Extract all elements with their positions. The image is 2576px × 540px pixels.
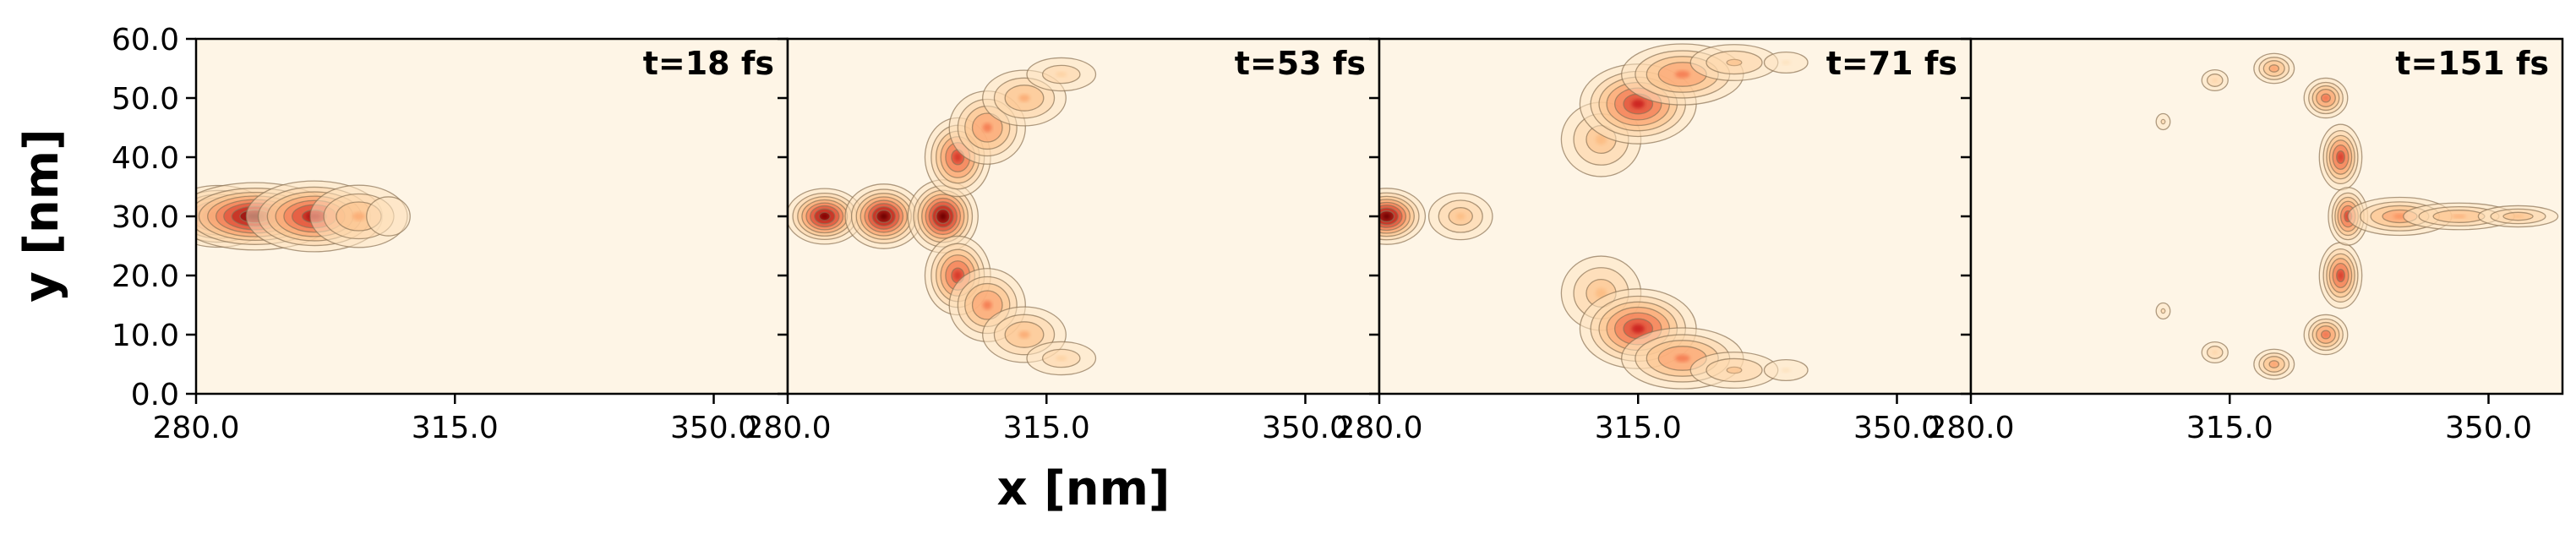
intensity-field — [1379, 43, 1809, 390]
intensity-field — [788, 57, 1097, 376]
contour-core — [1631, 99, 1645, 109]
y-tick-label: 50.0 — [112, 82, 179, 117]
contour-core — [1727, 59, 1741, 66]
panel-2: t=53 fs 280.0 315.0 350.0 — [744, 37, 1381, 445]
intensity-blob — [2155, 112, 2171, 131]
contour-core — [1056, 71, 1067, 78]
y-tick-label: 30.0 — [112, 200, 179, 235]
panel-time-label: t=151 fs — [2395, 45, 2549, 82]
x-tick-label: 350.0 — [2445, 411, 2532, 445]
x-tick-label: 315.0 — [1595, 411, 1682, 445]
contour-core — [2213, 351, 2218, 354]
panel-1: t=18 fs 280.0 315.0 350.0 — [152, 37, 789, 445]
y-tick-label: 20.0 — [112, 259, 179, 294]
intensity-blob — [2253, 52, 2295, 85]
x-tick-label: 350.0 — [1262, 411, 1349, 445]
contour-core — [1727, 367, 1741, 374]
contour-core — [2271, 362, 2277, 367]
x-axis-label: x [nm] — [996, 461, 1170, 516]
x-tick-label: 315.0 — [412, 411, 499, 445]
intensity-blob — [2201, 341, 2229, 364]
panel-time-label: t=18 fs — [643, 45, 774, 82]
intensity-blob — [2201, 68, 2229, 92]
contour-core — [953, 152, 962, 162]
x-tick-label: 350.0 — [670, 411, 757, 445]
contour-core — [1056, 355, 1067, 362]
contour-core — [1781, 368, 1791, 373]
contour-core — [384, 212, 393, 221]
contour-core — [953, 270, 962, 281]
intensity-blob — [1026, 57, 1097, 92]
contour-core — [1631, 324, 1645, 334]
contour-core — [982, 300, 992, 310]
intensity-blob — [2155, 302, 2171, 320]
contour-core — [1382, 213, 1391, 220]
contour-core — [2451, 214, 2467, 219]
y-axis-label: y [nm] — [14, 128, 69, 302]
contour-core — [982, 123, 992, 133]
intensity-blob — [907, 179, 979, 254]
intensity-blob — [788, 188, 864, 245]
x-tick-label: 280.0 — [744, 411, 831, 445]
intensity-blob — [2477, 205, 2559, 228]
x-tick-label: 280.0 — [152, 411, 239, 445]
intensity-blob — [1763, 358, 1809, 382]
contour-core — [2322, 332, 2329, 337]
intensity-blob — [366, 196, 411, 237]
contour-core — [2338, 271, 2344, 280]
contour-core — [939, 212, 947, 221]
y-tick-label: 0.0 — [131, 378, 179, 412]
contour-core — [352, 212, 366, 221]
x-tick-label: 315.0 — [1003, 411, 1090, 445]
intensity-blob — [1379, 188, 1427, 245]
intensity-field — [2155, 52, 2559, 380]
contour-core — [1018, 330, 1030, 339]
contour-core — [2512, 215, 2524, 218]
contour-core — [820, 213, 829, 220]
y-tick-label: 40.0 — [112, 141, 179, 176]
contour-core — [1018, 94, 1030, 102]
x-tick-label: 280.0 — [1335, 411, 1422, 445]
intensity-blob — [844, 183, 924, 249]
contour-core — [879, 212, 888, 221]
intensity-blob — [2318, 242, 2363, 309]
contour-core — [2161, 120, 2165, 123]
panel-time-label: t=53 fs — [1235, 45, 1366, 82]
panel-4: t=151 fs 280.0 315.0 350.0 — [1927, 37, 2564, 445]
contour-core — [1675, 354, 1690, 363]
contour-core — [1675, 70, 1690, 79]
x-tick-label: 315.0 — [2186, 411, 2273, 445]
contour-core — [1456, 213, 1465, 220]
contour-core — [2161, 309, 2165, 313]
intensity-blob — [2303, 314, 2349, 356]
contour-core — [2322, 95, 2329, 101]
contour-core — [2271, 66, 2277, 71]
y-tick-label: 10.0 — [112, 319, 179, 353]
intensity-blob — [2303, 77, 2349, 119]
intensity-blob — [2318, 123, 2363, 191]
contour-core — [1781, 60, 1791, 65]
intensity-blob — [1689, 352, 1779, 389]
intensity-field — [196, 180, 411, 253]
y-tick-label: 60.0 — [112, 23, 179, 57]
intensity-blob — [2253, 348, 2295, 380]
intensity-blob — [1026, 341, 1097, 376]
panel-time-label: t=71 fs — [1826, 45, 1957, 82]
panel-3: t=71 fs 280.0 315.0 350.0 — [1335, 37, 1973, 445]
intensity-blob — [1763, 51, 1809, 74]
x-tick-label: 280.0 — [1927, 411, 2014, 445]
contour-core — [2213, 79, 2218, 82]
intensity-blob — [1427, 192, 1493, 241]
x-tick-label: 350.0 — [1853, 411, 1940, 445]
contour-core — [2338, 153, 2344, 161]
